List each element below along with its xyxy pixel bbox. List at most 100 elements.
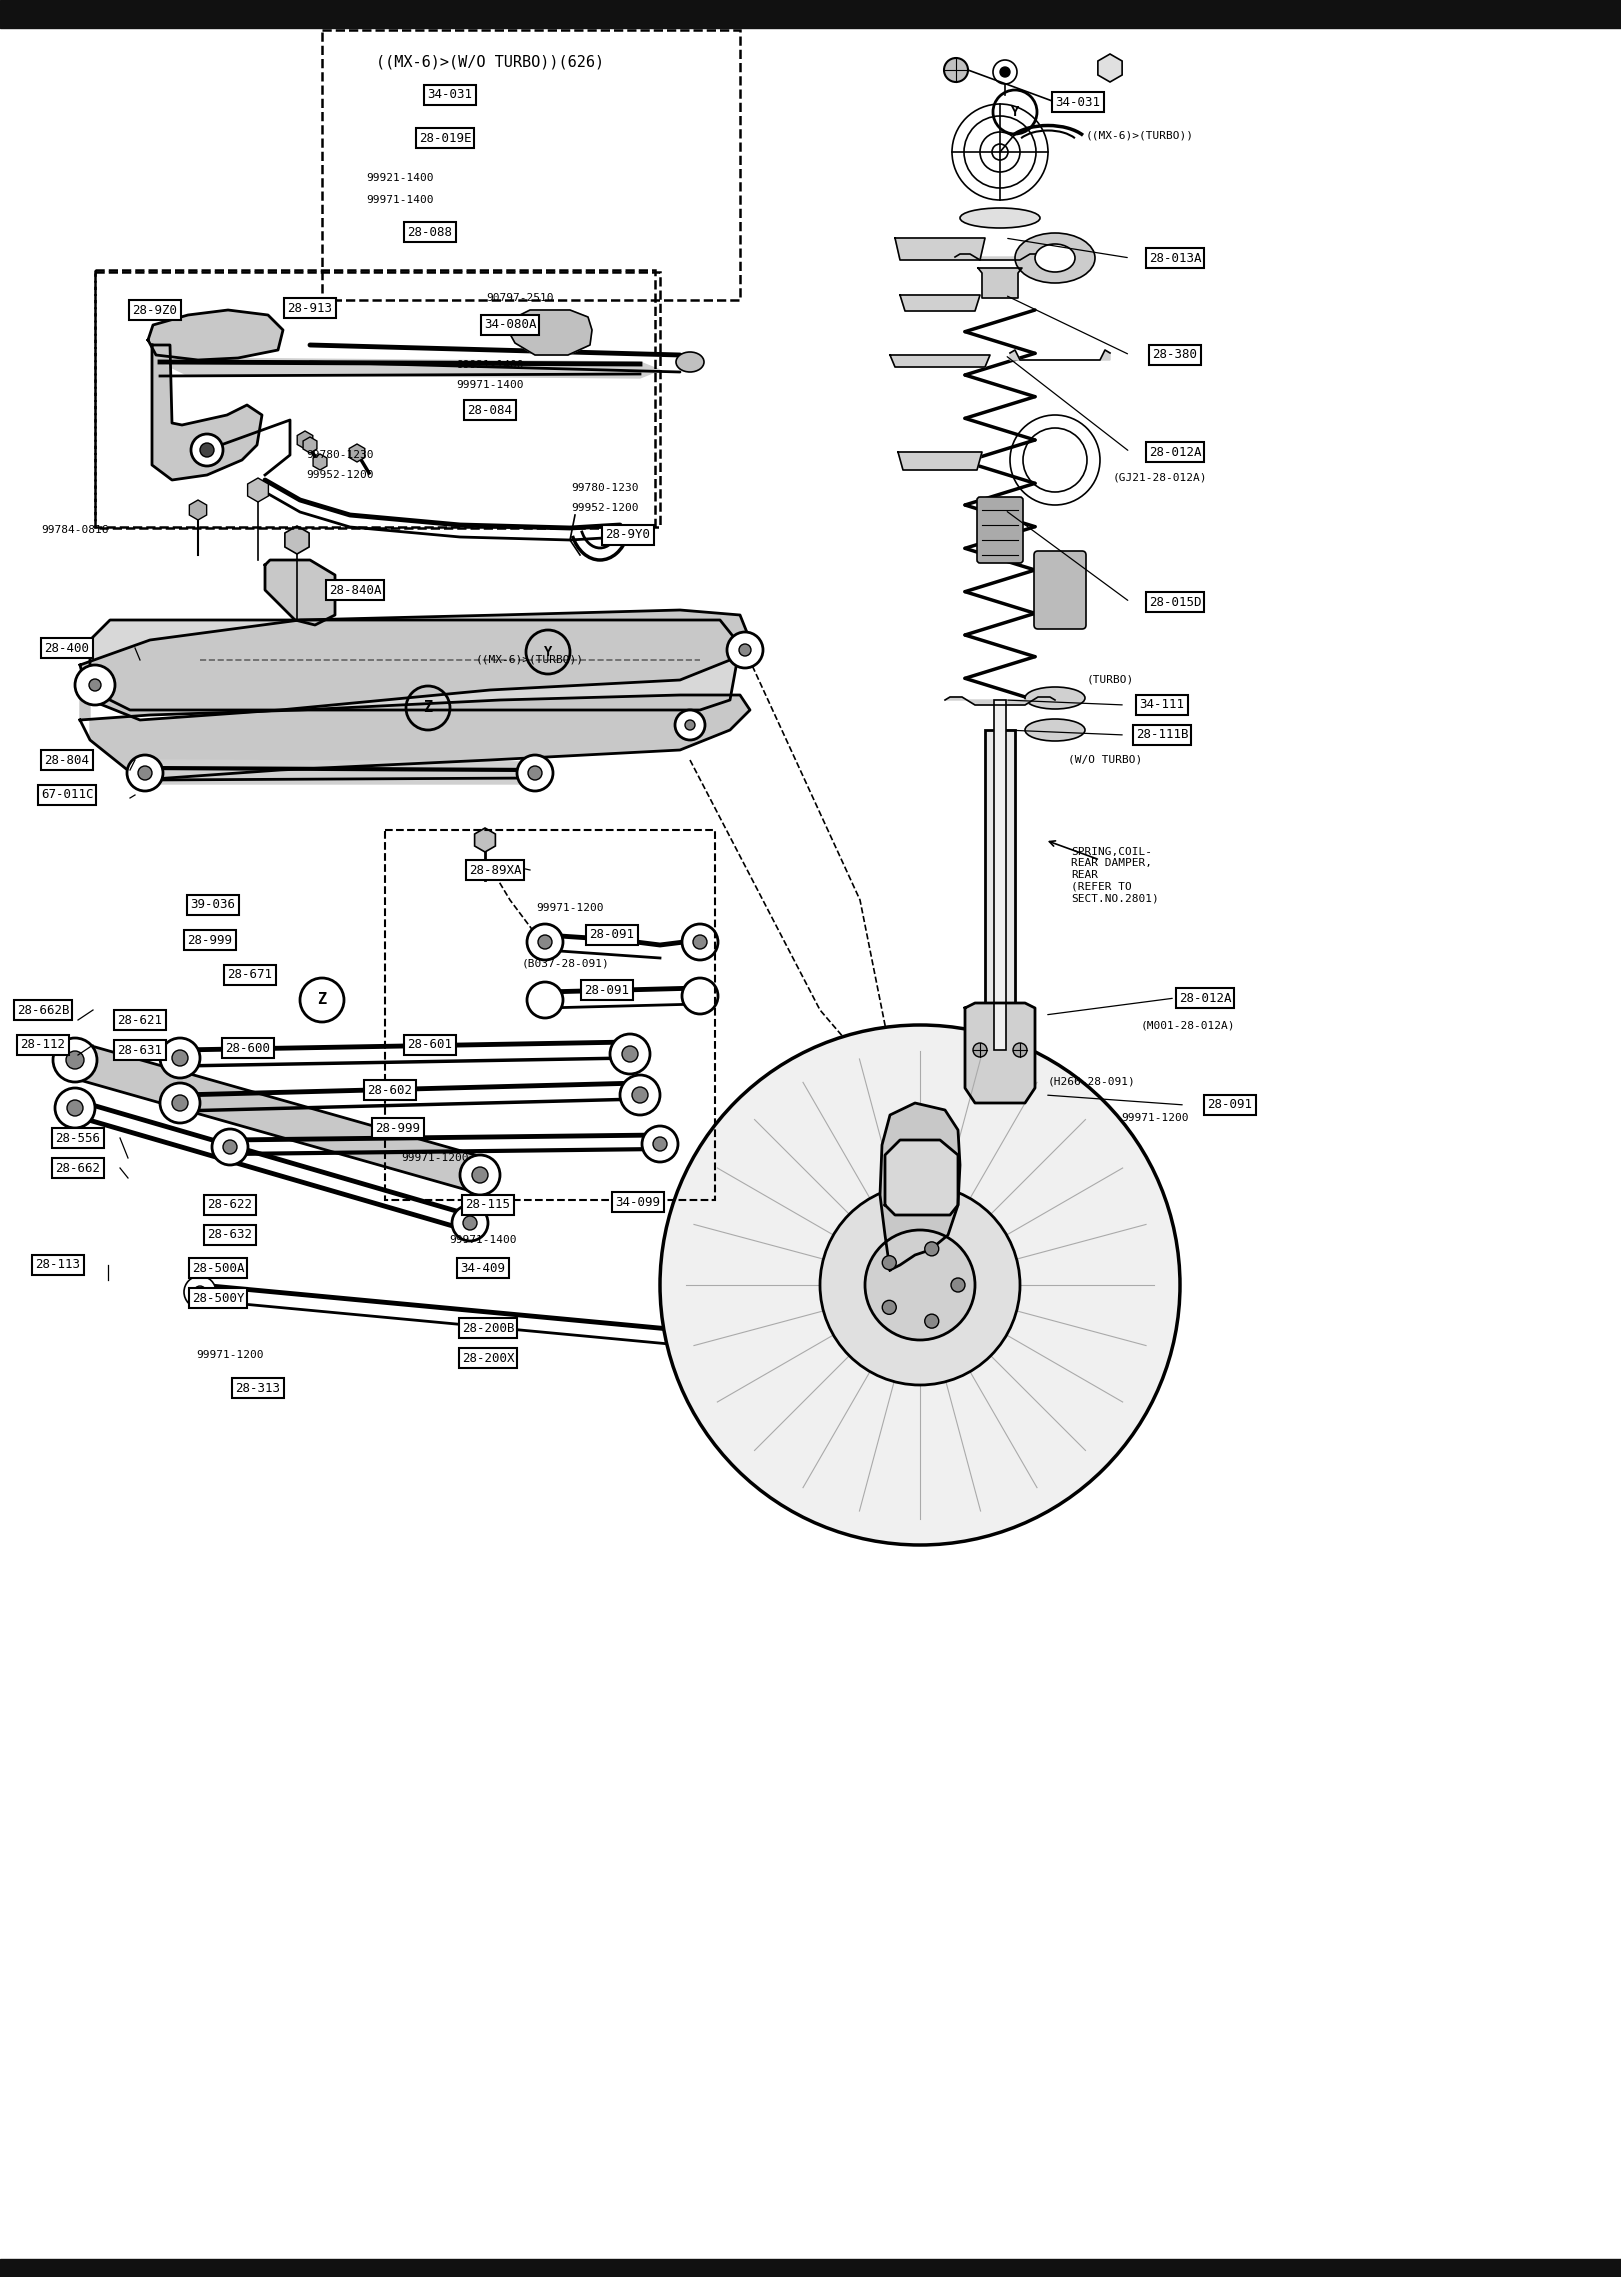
Polygon shape	[264, 560, 336, 624]
Text: 28-671: 28-671	[227, 968, 272, 981]
Polygon shape	[890, 355, 990, 367]
Bar	[386, 831, 715, 1200]
Text: Z: Z	[423, 701, 433, 715]
Text: 28-113: 28-113	[36, 1259, 81, 1271]
Text: 28-091: 28-091	[590, 929, 634, 940]
Text: 99921-1400: 99921-1400	[366, 173, 434, 182]
Text: 67-011C: 67-011C	[41, 788, 94, 802]
Text: 28-632: 28-632	[207, 1230, 253, 1241]
Text: 34-080A: 34-080A	[483, 319, 537, 332]
Circle shape	[538, 936, 553, 950]
Circle shape	[694, 936, 707, 950]
Text: 28-013A: 28-013A	[1149, 250, 1201, 264]
Polygon shape	[945, 697, 1055, 706]
Text: 28-019E: 28-019E	[418, 132, 472, 143]
Text: SPRING,COIL-
REAR DAMPER,
REAR
(REFER TO
SECT.NO.2801): SPRING,COIL- REAR DAMPER, REAR (REFER TO…	[1071, 847, 1159, 904]
Circle shape	[642, 1127, 678, 1161]
Polygon shape	[160, 357, 660, 378]
Polygon shape	[898, 453, 982, 469]
FancyBboxPatch shape	[977, 496, 1023, 562]
Polygon shape	[91, 619, 741, 710]
Text: 28-088: 28-088	[407, 225, 452, 239]
Polygon shape	[152, 346, 263, 480]
Text: 28-631: 28-631	[117, 1043, 162, 1057]
Circle shape	[653, 1136, 666, 1150]
Circle shape	[75, 665, 115, 706]
Polygon shape	[144, 761, 535, 783]
Circle shape	[943, 57, 968, 82]
Text: Y: Y	[1012, 105, 1020, 118]
Circle shape	[632, 1086, 648, 1102]
Text: 28-601: 28-601	[407, 1038, 452, 1052]
Text: (B037-28-091): (B037-28-091)	[520, 959, 609, 968]
Text: 28-913: 28-913	[287, 301, 332, 314]
Circle shape	[992, 143, 1008, 159]
Text: 28-400: 28-400	[44, 642, 89, 653]
Circle shape	[952, 1277, 964, 1291]
Text: 28-804: 28-804	[44, 754, 89, 767]
Polygon shape	[885, 1141, 958, 1216]
Polygon shape	[1010, 351, 1110, 360]
Text: 99921-1400: 99921-1400	[456, 360, 524, 369]
Circle shape	[924, 1241, 939, 1257]
Text: 28-556: 28-556	[55, 1132, 101, 1145]
Text: 28-091: 28-091	[1208, 1098, 1253, 1111]
Text: 34-111: 34-111	[1140, 699, 1185, 710]
Polygon shape	[895, 239, 986, 260]
Text: 28-89XA: 28-89XA	[468, 863, 522, 877]
Circle shape	[160, 1038, 199, 1077]
Bar	[96, 271, 660, 526]
Circle shape	[66, 1100, 83, 1116]
Text: 28-662: 28-662	[55, 1161, 101, 1175]
Text: ((MX-6)>(TURBO)): ((MX-6)>(TURBO))	[477, 656, 584, 665]
Text: 99952-1200: 99952-1200	[306, 469, 374, 480]
Circle shape	[66, 1052, 84, 1068]
Text: 28-999: 28-999	[376, 1123, 420, 1134]
Text: 28-602: 28-602	[368, 1084, 412, 1098]
Circle shape	[126, 756, 164, 790]
Circle shape	[686, 720, 695, 731]
Ellipse shape	[960, 207, 1041, 228]
Text: 99971-1200: 99971-1200	[537, 904, 603, 913]
Text: 28-622: 28-622	[207, 1198, 253, 1211]
Text: 34-099: 34-099	[616, 1195, 660, 1209]
Ellipse shape	[1024, 720, 1084, 740]
Text: 28-999: 28-999	[188, 934, 232, 947]
Circle shape	[660, 1025, 1180, 1546]
Text: 99784-0816: 99784-0816	[41, 526, 109, 535]
Circle shape	[172, 1050, 188, 1066]
Bar	[0, 2259, 1621, 2277]
Circle shape	[472, 1168, 488, 1184]
Circle shape	[517, 756, 553, 790]
Text: 28-115: 28-115	[465, 1198, 511, 1211]
Circle shape	[682, 979, 718, 1013]
Text: 99971-1200: 99971-1200	[402, 1152, 468, 1164]
Text: 99971-1400: 99971-1400	[366, 196, 434, 205]
Circle shape	[866, 1230, 974, 1339]
Text: 28-084: 28-084	[467, 403, 512, 417]
Text: 28-9Z0: 28-9Z0	[133, 303, 178, 317]
Polygon shape	[70, 1043, 485, 1193]
Circle shape	[674, 710, 705, 740]
Circle shape	[973, 1043, 987, 1057]
Text: (TURBO): (TURBO)	[1086, 674, 1133, 685]
Circle shape	[191, 435, 224, 467]
Bar	[96, 271, 655, 528]
Text: 34-031: 34-031	[1055, 96, 1101, 109]
Text: (GJ21-28-012A): (GJ21-28-012A)	[1112, 474, 1208, 483]
Text: 28-012A: 28-012A	[1149, 446, 1201, 458]
Text: 90797-2510: 90797-2510	[486, 294, 554, 303]
Circle shape	[1013, 1043, 1028, 1057]
Circle shape	[172, 1095, 188, 1111]
Circle shape	[882, 1255, 896, 1271]
Text: (M001-28-012A): (M001-28-012A)	[1141, 1020, 1235, 1029]
Polygon shape	[964, 1002, 1034, 1102]
Circle shape	[882, 1300, 896, 1314]
Text: 39-036: 39-036	[191, 899, 235, 911]
Circle shape	[160, 1084, 199, 1123]
Text: Z: Z	[318, 993, 326, 1006]
Circle shape	[527, 981, 562, 1018]
Circle shape	[89, 679, 101, 690]
Text: ((MX-6)>(TURBO)): ((MX-6)>(TURBO))	[1086, 130, 1195, 139]
Text: 28-313: 28-313	[235, 1382, 280, 1394]
